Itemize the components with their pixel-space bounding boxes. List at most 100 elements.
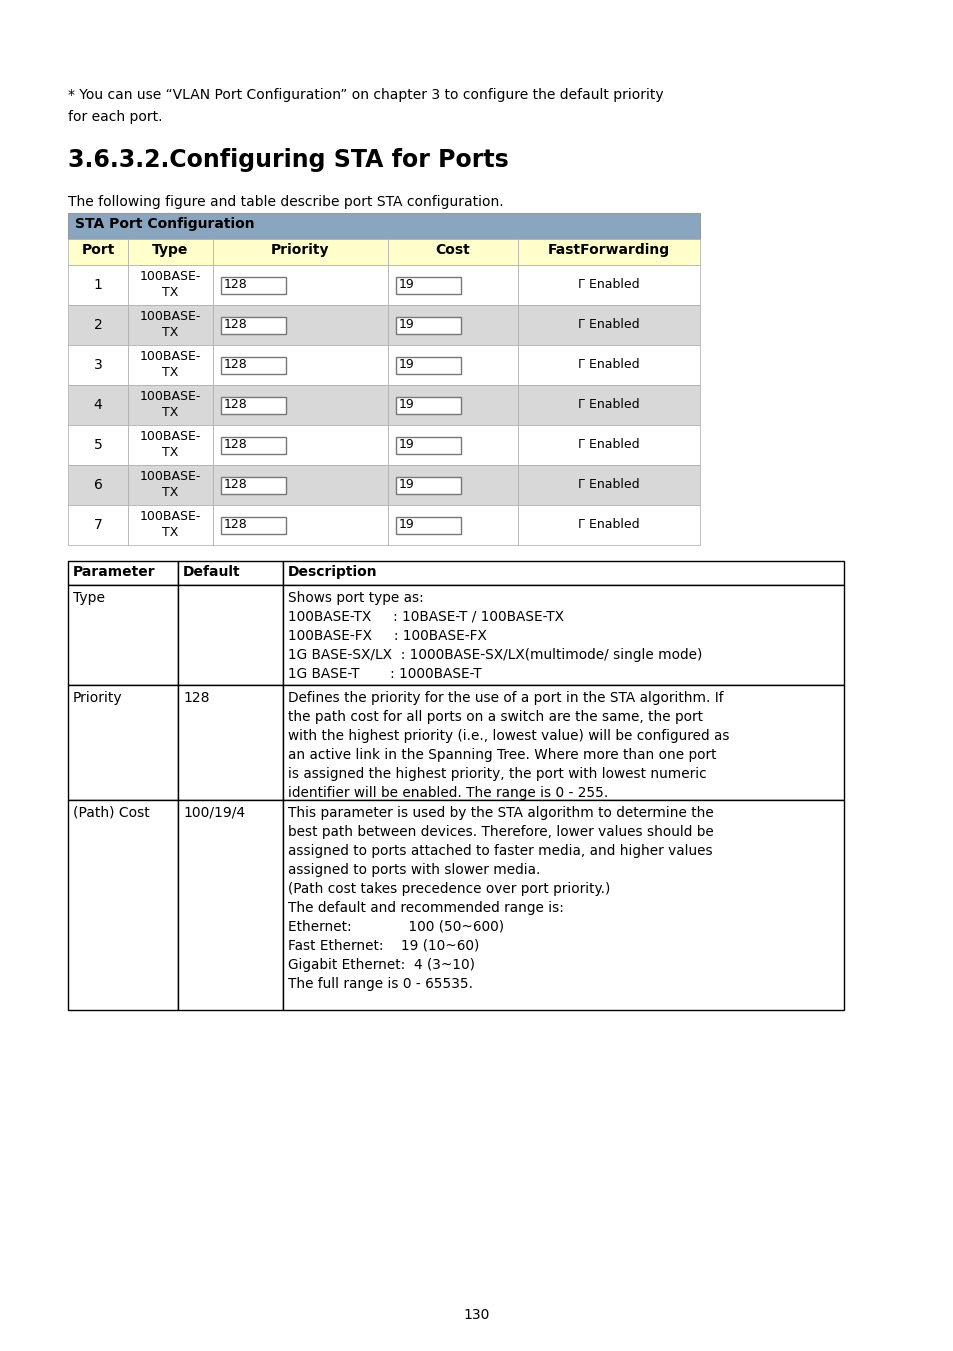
Text: Γ Enabled: Γ Enabled [578, 399, 639, 412]
Bar [283, 685, 843, 800]
Bar [517, 239, 700, 265]
Bar [388, 505, 517, 544]
Text: 3.6.3.2.Configuring STA for Ports: 3.6.3.2.Configuring STA for Ports [68, 149, 508, 172]
Bar [517, 265, 700, 305]
Bar [395, 277, 460, 293]
Bar [221, 316, 286, 334]
Bar [388, 265, 517, 305]
Text: Γ Enabled: Γ Enabled [578, 478, 639, 492]
Bar [68, 305, 128, 345]
Bar [213, 385, 388, 426]
Bar [128, 265, 213, 305]
Bar [221, 277, 286, 293]
Text: The following figure and table describe port STA configuration.: The following figure and table describe … [68, 195, 503, 209]
Text: 19: 19 [398, 399, 415, 411]
Text: 19: 19 [398, 278, 415, 290]
Bar [68, 265, 128, 305]
Text: 100BASE-
TX: 100BASE- TX [140, 350, 201, 380]
Bar [68, 505, 128, 544]
Bar [178, 561, 283, 585]
Text: (Path) Cost: (Path) Cost [73, 807, 150, 820]
Text: Cost: Cost [436, 243, 470, 257]
Text: 128: 128 [183, 690, 210, 705]
Bar [221, 396, 286, 413]
Text: 2: 2 [93, 317, 102, 332]
Text: 5: 5 [93, 438, 102, 453]
Bar [213, 345, 388, 385]
Bar [213, 426, 388, 465]
Bar [68, 426, 128, 465]
Text: 4: 4 [93, 399, 102, 412]
Bar [213, 265, 388, 305]
Bar [128, 505, 213, 544]
Bar [128, 345, 213, 385]
Text: 100BASE-
TX: 100BASE- TX [140, 511, 201, 539]
Bar [68, 465, 128, 505]
Bar [213, 505, 388, 544]
Bar [388, 426, 517, 465]
Bar [128, 465, 213, 505]
Bar [178, 800, 283, 1011]
Bar [283, 800, 843, 1011]
Text: * You can use “VLAN Port Configuration” on chapter 3 to configure the default pr: * You can use “VLAN Port Configuration” … [68, 88, 663, 124]
Text: 128: 128 [224, 399, 248, 411]
Text: 3: 3 [93, 358, 102, 372]
Bar [68, 800, 178, 1011]
Bar [517, 345, 700, 385]
Bar [128, 239, 213, 265]
Text: Priority: Priority [73, 690, 123, 705]
Bar [395, 516, 460, 534]
Text: 100BASE-
TX: 100BASE- TX [140, 431, 201, 459]
Text: 19: 19 [398, 517, 415, 531]
Bar [68, 385, 128, 426]
Bar [517, 505, 700, 544]
Text: 130: 130 [463, 1308, 490, 1323]
Text: 128: 128 [224, 358, 248, 372]
Bar [517, 465, 700, 505]
Text: Port: Port [81, 243, 114, 257]
Bar [68, 239, 128, 265]
Text: 100/19/4: 100/19/4 [183, 807, 245, 820]
Bar [213, 465, 388, 505]
Bar [68, 345, 128, 385]
Text: Default: Default [183, 565, 240, 580]
Text: Γ Enabled: Γ Enabled [578, 319, 639, 331]
Text: 100BASE-
TX: 100BASE- TX [140, 270, 201, 300]
Text: 128: 128 [224, 438, 248, 451]
Text: Shows port type as:
100BASE-TX     : 10BASE-T / 100BASE-TX
100BASE-FX     : 100B: Shows port type as: 100BASE-TX : 10BASE-… [288, 590, 701, 681]
Bar [517, 426, 700, 465]
Bar [68, 213, 700, 239]
Bar [517, 385, 700, 426]
Text: 1: 1 [93, 278, 102, 292]
Bar [283, 585, 843, 685]
Bar [388, 385, 517, 426]
Text: 128: 128 [224, 478, 248, 490]
Bar [395, 357, 460, 373]
Bar [388, 465, 517, 505]
Text: Γ Enabled: Γ Enabled [578, 358, 639, 372]
Text: Γ Enabled: Γ Enabled [578, 278, 639, 292]
Text: Type: Type [152, 243, 189, 257]
Text: 19: 19 [398, 317, 415, 331]
Text: Priority: Priority [271, 243, 330, 257]
Bar [213, 239, 388, 265]
Bar [395, 396, 460, 413]
Text: 128: 128 [224, 278, 248, 290]
Text: 100BASE-
TX: 100BASE- TX [140, 470, 201, 500]
Text: 128: 128 [224, 317, 248, 331]
Bar [178, 585, 283, 685]
Text: FastForwarding: FastForwarding [547, 243, 669, 257]
Bar [283, 561, 843, 585]
Text: This parameter is used by the STA algorithm to determine the
best path between d: This parameter is used by the STA algori… [288, 807, 713, 990]
Bar [395, 316, 460, 334]
Text: STA Port Configuration: STA Port Configuration [75, 218, 254, 231]
Bar [128, 305, 213, 345]
Text: 6: 6 [93, 478, 102, 492]
Text: Description: Description [288, 565, 377, 580]
Text: 19: 19 [398, 478, 415, 490]
Bar [517, 305, 700, 345]
Text: Γ Enabled: Γ Enabled [578, 439, 639, 451]
Text: 100BASE-
TX: 100BASE- TX [140, 390, 201, 420]
Bar [395, 436, 460, 454]
Text: 19: 19 [398, 438, 415, 451]
